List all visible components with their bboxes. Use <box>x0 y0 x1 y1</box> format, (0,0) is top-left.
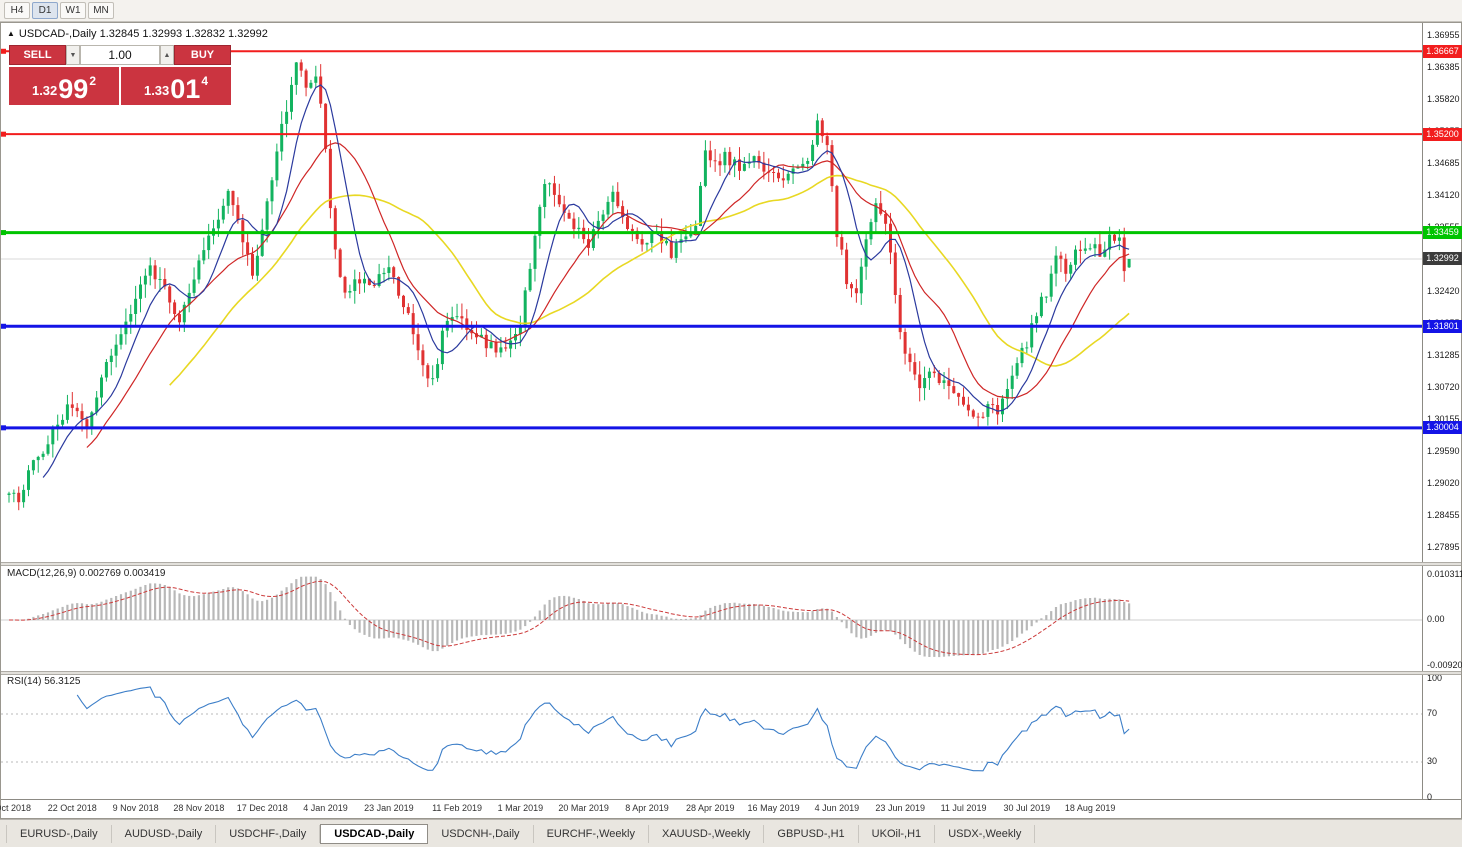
macd-scale-label: 0.010311 <box>1427 569 1462 579</box>
one-click-trading-panel: SELL ▼ ▲ BUY 1.32 99 2 1.33 01 4 <box>9 45 231 105</box>
date-axis-label: 4 Jun 2019 <box>814 803 860 813</box>
chart-title: ▲ USDCAD-,Daily 1.32845 1.32993 1.32832 1… <box>7 28 268 40</box>
bid-price-button[interactable]: 1.32 99 2 <box>9 67 119 105</box>
price-chart-canvas[interactable] <box>1 23 1461 818</box>
date-axis-label: 16 May 2019 <box>747 803 800 813</box>
chart-tab-usdcnh-daily[interactable]: USDCNH-,Daily <box>428 824 534 843</box>
timeframe-button-mn[interactable]: MN <box>88 2 114 19</box>
bid-price-pip-digit: 2 <box>89 74 97 88</box>
chart-tab-xauusd-weekly[interactable]: XAUUSD-,Weekly <box>649 824 765 843</box>
ask-price-big-digits: 01 <box>170 74 201 104</box>
price-axis-label: 1.35820 <box>1427 94 1460 105</box>
price-axis-label: 1.34685 <box>1427 158 1460 169</box>
volume-input[interactable] <box>80 45 160 65</box>
sell-button[interactable]: SELL <box>9 45 66 65</box>
date-axis-label: 11 Jul 2019 <box>940 803 987 813</box>
macd-scale-label: -0.009203 <box>1427 660 1462 670</box>
timeframe-button-w1[interactable]: W1 <box>60 2 86 19</box>
chart-tab-eurchf-weekly[interactable]: EURCHF-,Weekly <box>534 824 649 843</box>
date-axis-label: 1 Mar 2019 <box>497 803 544 813</box>
chart-tab-gbpusd-h1[interactable]: GBPUSD-,H1 <box>764 824 859 843</box>
chart-window: ▲ USDCAD-,Daily 1.32845 1.32993 1.32832 1… <box>0 22 1462 819</box>
date-axis-label: 30 Jul 2019 <box>1003 803 1051 813</box>
rsi-panel-splitter[interactable] <box>1 671 1461 675</box>
chart-tab-audusd-daily[interactable]: AUDUSD-,Daily <box>112 824 217 843</box>
date-axis-label: 22 Oct 2018 <box>47 803 97 813</box>
date-axis-label: 8 Apr 2019 <box>625 803 669 813</box>
timeframe-button-d1[interactable]: D1 <box>32 2 58 19</box>
volume-increase-icon[interactable]: ▲ <box>160 45 174 65</box>
date-axis-label: 4 Jan 2019 <box>303 803 348 813</box>
date-axis-label: 9 Nov 2018 <box>112 803 159 813</box>
symbol-ohlc-label: USDCAD-,Daily 1.32845 1.32993 1.32832 1.… <box>18 28 268 40</box>
date-axis-label: 18 Aug 2019 <box>1064 803 1116 813</box>
price-axis-label: 1.29590 <box>1427 446 1460 457</box>
ask-price-prefix: 1.33 <box>143 83 170 98</box>
macd-header: MACD(12,26,9) 0.002769 0.003419 <box>7 568 166 579</box>
price-axis-label: 1.28455 <box>1427 510 1460 521</box>
rsi-scale-label: 100 <box>1427 673 1443 683</box>
macd-panel-splitter[interactable] <box>1 562 1461 566</box>
date-axis-label: 28 Apr 2019 <box>685 803 735 813</box>
ask-price-button[interactable]: 1.33 01 4 <box>121 67 231 105</box>
bid-price-prefix: 1.32 <box>31 83 58 98</box>
date-axis-label: 17 Dec 2018 <box>236 803 288 813</box>
timeframe-toolbar: H4 D1 W1 MN <box>0 0 1462 22</box>
price-axis-label: 1.30720 <box>1427 382 1460 393</box>
price-axis-label: 1.30155 <box>1427 414 1460 425</box>
bid-price-big-digits: 99 <box>58 74 89 104</box>
chart-tab-usdchf-daily[interactable]: USDCHF-,Daily <box>216 824 321 843</box>
date-axis-label: 20 Mar 2019 <box>558 803 609 813</box>
price-axis-label: 1.36385 <box>1427 62 1460 73</box>
price-axis-label: 1.32420 <box>1427 286 1460 297</box>
date-axis-label: 23 Jun 2019 <box>875 803 925 813</box>
buy-button[interactable]: BUY <box>174 45 231 65</box>
chart-tab-eurusd-daily[interactable]: EURUSD-,Daily <box>6 824 112 843</box>
chart-tab-bar: EURUSD-,Daily AUDUSD-,Daily USDCHF-,Daily U… <box>0 819 1462 847</box>
hline-price-tag: 1.36667 <box>1423 44 1462 58</box>
price-axis-label: 1.34120 <box>1427 190 1460 201</box>
rsi-scale-label: 0 <box>1427 792 1433 802</box>
hline-price-tag: 1.35200 <box>1423 127 1462 141</box>
ask-price-pip-digit: 4 <box>201 74 209 88</box>
chart-tab-usdx-weekly[interactable]: USDX-,Weekly <box>935 824 1036 843</box>
timeframe-button-h4[interactable]: H4 <box>4 2 30 19</box>
chart-tab-usdcad-daily[interactable]: USDCAD-,Daily <box>320 823 429 844</box>
price-axis-label: 1.36955 <box>1427 30 1460 40</box>
current-price-tag: 1.32992 <box>1423 252 1462 266</box>
rsi-header: RSI(14) 56.3125 <box>7 676 81 687</box>
price-axis-label: 1.29020 <box>1427 478 1460 489</box>
hline-price-tag: 1.33459 <box>1423 226 1462 240</box>
one-click-panel-toggle-icon[interactable]: ▲ <box>7 29 15 38</box>
date-axis-separator <box>1 799 1461 800</box>
hline-price-tag: 1.30004 <box>1423 421 1462 435</box>
volume-decrease-icon[interactable]: ▼ <box>66 45 80 65</box>
date-axis-label: 3 Oct 2018 <box>0 803 32 813</box>
hline-price-tag: 1.31801 <box>1423 319 1462 333</box>
chart-tab-ukoil-h1[interactable]: UKOil-,H1 <box>859 824 936 843</box>
price-axis-separator <box>1422 23 1423 799</box>
price-axis-label: 1.31285 <box>1427 350 1460 361</box>
rsi-scale-label: 30 <box>1427 756 1438 766</box>
date-axis-label: 11 Feb 2019 <box>432 803 482 813</box>
date-axis-label: 23 Jan 2019 <box>364 803 414 813</box>
price-axis-label: 1.27895 <box>1427 542 1460 552</box>
date-axis-label: 28 Nov 2018 <box>173 803 225 813</box>
rsi-scale-label: 70 <box>1427 708 1438 718</box>
macd-scale-label: 0.00 <box>1427 614 1445 624</box>
